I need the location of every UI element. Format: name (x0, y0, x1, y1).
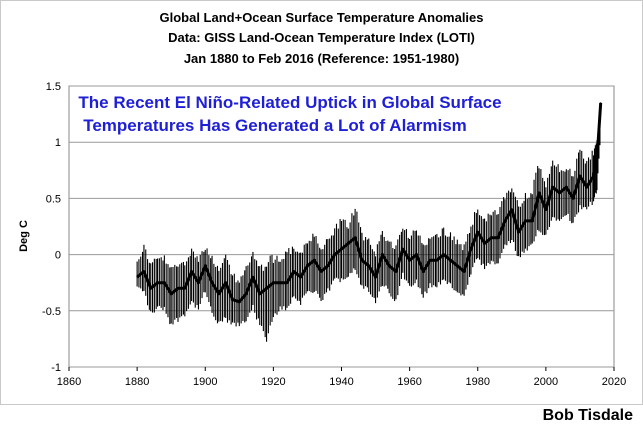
series-point (184, 287, 186, 289)
series-point (225, 282, 227, 284)
series-point (313, 259, 315, 261)
series-point (592, 175, 595, 177)
series-point (368, 265, 370, 267)
series-point (136, 276, 138, 278)
x-tick-label: 1920 (261, 376, 285, 388)
x-tick-label: 1940 (329, 376, 353, 388)
y-tick-label: -0.5 (42, 306, 61, 318)
series-point (443, 254, 445, 256)
series-point (436, 259, 438, 261)
axes: 1.5 1 0.5 0 -0.5 -1 1860 1880 1900 1920 1940 1960 19… (42, 81, 626, 388)
series-point (511, 209, 513, 211)
x-tick-label: 2020 (602, 376, 626, 388)
x-tick-label: 2000 (534, 376, 558, 388)
series-line (136, 102, 603, 304)
series-point (572, 197, 574, 199)
author-credit: Bob Tisdale (542, 407, 633, 424)
series-point (545, 209, 547, 211)
series-point (177, 287, 179, 289)
series-point (354, 237, 356, 239)
series-point (456, 265, 458, 267)
series-point (306, 265, 309, 267)
annotation-line-2: Temperatures Has Generated a Lot of Alar… (83, 116, 467, 135)
series-point (579, 175, 581, 177)
series-point (381, 254, 383, 256)
series-point (600, 102, 602, 104)
series-point (552, 186, 554, 188)
series-point (596, 158, 598, 160)
annotation-line-1: The Recent El Niño-Related Uptick in Glo… (78, 93, 501, 112)
series-point (565, 186, 567, 188)
series-point (265, 287, 268, 289)
x-tick-label: 1860 (57, 376, 81, 388)
series-point (143, 270, 145, 273)
series-point (204, 265, 206, 267)
series-point (156, 282, 159, 284)
series-point (538, 192, 540, 194)
series-point (490, 237, 492, 239)
series-layer (136, 102, 603, 342)
series-point (191, 270, 193, 273)
series-point (150, 287, 152, 289)
series-point (252, 276, 254, 278)
series-point (272, 282, 274, 284)
series-point (334, 254, 336, 256)
series-point (163, 282, 165, 284)
series-point (402, 248, 404, 250)
series-point (238, 301, 240, 303)
series-point (347, 242, 349, 244)
series-point (470, 248, 472, 250)
series-point (429, 259, 431, 261)
x-tick-label: 1980 (466, 376, 490, 388)
series-point (197, 282, 200, 284)
series-point (340, 248, 343, 250)
series-point (327, 265, 329, 267)
series-point (531, 220, 533, 222)
y-tick-label: 0 (55, 250, 61, 262)
series-point (218, 293, 220, 295)
y-axis-label: Deg C (18, 220, 30, 252)
x-tick-label: 1900 (193, 376, 217, 388)
series-point (477, 231, 479, 233)
series-point (395, 270, 397, 273)
series-point (170, 293, 172, 295)
y-tick-label: 0.5 (46, 193, 61, 205)
series-point (320, 270, 322, 273)
y-tick-label: 1 (55, 137, 61, 149)
series-point (361, 259, 363, 261)
series-point (259, 293, 261, 295)
series-point (409, 259, 411, 261)
series-point (388, 265, 390, 267)
chart-svg: 1.5 1 0.5 0 -0.5 -1 1860 1880 1900 1920 1940 1960 19… (18, 81, 626, 388)
series-point (497, 237, 499, 239)
series-point (300, 276, 302, 278)
series-point (245, 293, 247, 295)
series-point (279, 282, 281, 284)
x-tick-label: 1960 (397, 376, 421, 388)
chart-title-line-1: Global Land+Ocean Surface Temperature An… (159, 10, 484, 25)
series-point (293, 270, 295, 273)
series-point (518, 231, 520, 233)
series-point (463, 270, 465, 273)
series-point (374, 276, 377, 278)
series-point (558, 192, 561, 194)
chart-title-line-3: Jan 1880 to Feb 2016 (Reference: 1951-19… (183, 51, 460, 66)
series-point (449, 259, 452, 261)
y-tick-label: -1 (51, 362, 61, 374)
series-point (286, 282, 288, 284)
chart-title-line-2: Data: GISS Land-Ocean Temperature Index … (168, 30, 475, 45)
series-point (415, 254, 418, 256)
series-point (586, 186, 588, 188)
series-point (504, 220, 506, 222)
series-point (211, 282, 213, 284)
y-tick-label: 1.5 (46, 81, 61, 93)
series-point (524, 220, 527, 222)
series-point (231, 298, 234, 301)
x-tick-label: 1880 (125, 376, 149, 388)
series-point (483, 242, 486, 244)
series-point (422, 270, 424, 273)
